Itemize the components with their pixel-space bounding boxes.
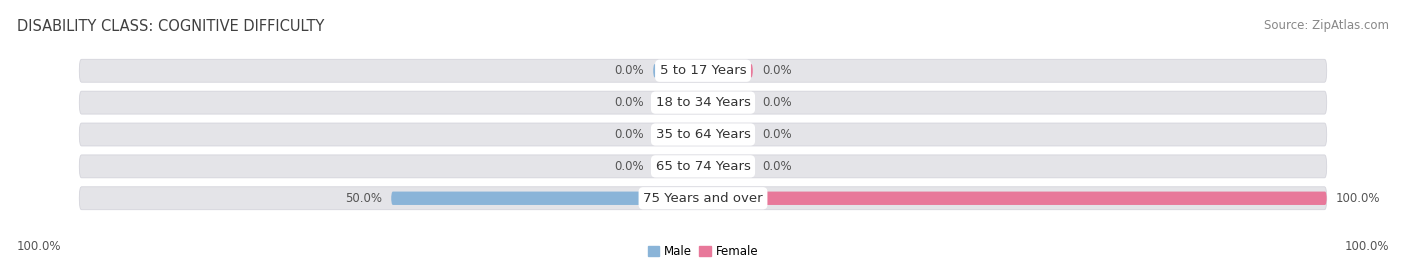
FancyBboxPatch shape [79,91,1327,114]
Text: Source: ZipAtlas.com: Source: ZipAtlas.com [1264,19,1389,32]
Text: 50.0%: 50.0% [344,192,382,205]
FancyBboxPatch shape [79,59,1327,82]
FancyBboxPatch shape [79,123,1327,146]
FancyBboxPatch shape [703,128,752,141]
Text: 0.0%: 0.0% [762,128,792,141]
Text: 100.0%: 100.0% [1336,192,1381,205]
FancyBboxPatch shape [703,64,752,77]
FancyBboxPatch shape [391,192,703,205]
Text: 100.0%: 100.0% [1344,240,1389,253]
Text: 65 to 74 Years: 65 to 74 Years [655,160,751,173]
FancyBboxPatch shape [654,128,703,141]
Text: 0.0%: 0.0% [762,160,792,173]
Text: 0.0%: 0.0% [762,96,792,109]
FancyBboxPatch shape [79,155,1327,178]
Legend: Male, Female: Male, Female [643,241,763,263]
Text: DISABILITY CLASS: COGNITIVE DIFFICULTY: DISABILITY CLASS: COGNITIVE DIFFICULTY [17,19,325,34]
FancyBboxPatch shape [703,96,752,109]
Text: 0.0%: 0.0% [614,96,644,109]
Text: 0.0%: 0.0% [762,64,792,77]
Text: 18 to 34 Years: 18 to 34 Years [655,96,751,109]
FancyBboxPatch shape [703,160,752,173]
Text: 75 Years and over: 75 Years and over [643,192,763,205]
FancyBboxPatch shape [79,187,1327,210]
Text: 0.0%: 0.0% [614,128,644,141]
FancyBboxPatch shape [654,160,703,173]
Text: 100.0%: 100.0% [17,240,62,253]
FancyBboxPatch shape [654,64,703,77]
Text: 0.0%: 0.0% [614,160,644,173]
Text: 5 to 17 Years: 5 to 17 Years [659,64,747,77]
Text: 0.0%: 0.0% [614,64,644,77]
FancyBboxPatch shape [654,96,703,109]
Text: 35 to 64 Years: 35 to 64 Years [655,128,751,141]
FancyBboxPatch shape [703,192,1327,205]
